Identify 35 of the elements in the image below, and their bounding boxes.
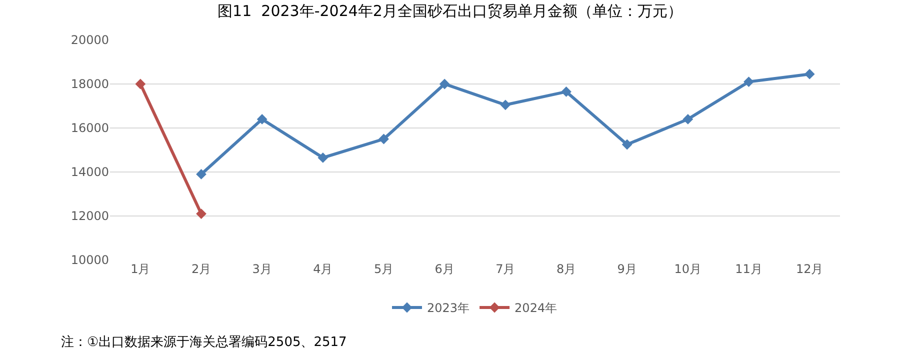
point (622, 139, 632, 150)
x-tick-label: 7月 (496, 262, 516, 276)
y-tick-label: 16000 (70, 121, 109, 136)
x-tick-label: 6月 (434, 262, 454, 276)
x-tick-label: 1月 (130, 262, 150, 276)
point (318, 152, 328, 163)
x-tick-label: 12月 (796, 262, 824, 276)
point (804, 68, 815, 80)
point (561, 86, 572, 97)
point (378, 134, 389, 144)
point (256, 114, 268, 124)
x-tick-label: 10月 (674, 262, 702, 276)
legend-label: 2024年 (514, 301, 558, 316)
chart-title: 图11 2023年-2024年2月全国砂石出口贸易单月金额（单位：万元） (218, 2, 682, 20)
text: 注：①出口数据来源于海关总署编码2505、2517 (61, 335, 347, 350)
legend-label: 2023年 (427, 301, 470, 316)
x-tick-label: 4月 (313, 262, 333, 276)
x-tick-label: 8月 (556, 262, 576, 276)
point (744, 76, 754, 87)
x-tick-label: 2月 (191, 262, 212, 276)
y-tick-label: 14000 (70, 165, 109, 180)
point (196, 169, 206, 180)
x-tick-label: 9月 (617, 262, 637, 276)
x-tick-label: 5月 (374, 262, 394, 276)
point (500, 100, 511, 110)
point (135, 78, 146, 90)
point (439, 78, 450, 90)
y-tick-label: 20000 (70, 33, 109, 48)
x-tick-label: 3月 (252, 262, 272, 276)
y-tick-label: 10000 (70, 253, 109, 268)
point (196, 208, 206, 219)
y-tick-label: 12000 (70, 209, 109, 224)
point (682, 114, 694, 124)
y-tick-label: 18000 (70, 77, 109, 92)
x-tick-label: 11月 (735, 262, 762, 276)
